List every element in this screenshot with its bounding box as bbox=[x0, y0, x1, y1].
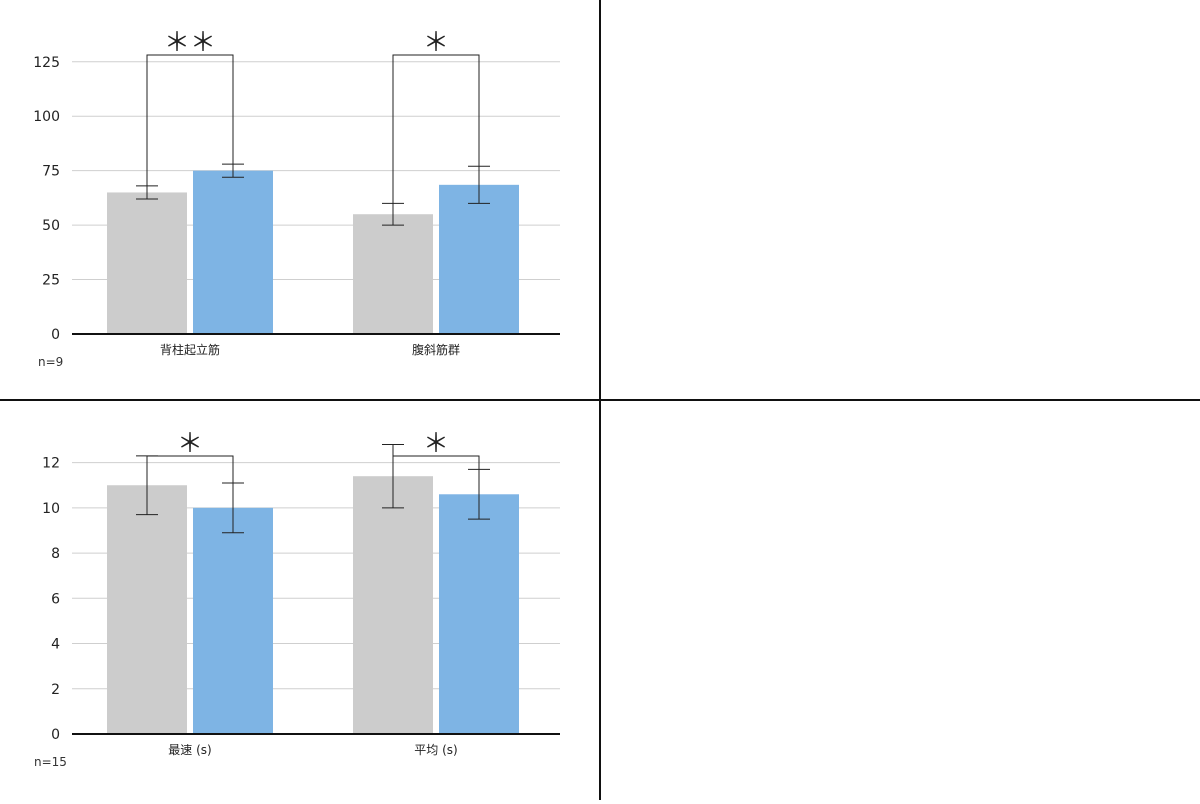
significance-bracket bbox=[392, 444, 480, 470]
muscle-activity-chart-panel: 0 25 50 75 100 125 ＊＊ 背柱起立筋 ＊ 腹斜筋群 n=9 bbox=[0, 0, 600, 400]
y-tick-label: 2 bbox=[51, 682, 60, 698]
y-tick-label: 125 bbox=[33, 55, 60, 71]
significance-bracket bbox=[146, 54, 234, 186]
bar bbox=[439, 494, 519, 734]
bar bbox=[107, 192, 187, 334]
significance-mark: ＊＊ bbox=[164, 28, 216, 58]
bar bbox=[193, 507, 273, 734]
y-tick-label: 8 bbox=[51, 546, 60, 562]
significance-mark: ＊ bbox=[423, 28, 449, 58]
muscle-activity-chart: 0 25 50 75 100 125 ＊＊ 背柱起立筋 ＊ 腹斜筋群 bbox=[33, 28, 560, 357]
category-label: 腹斜筋群 bbox=[412, 342, 460, 357]
category-label: 背柱起立筋 bbox=[160, 342, 220, 357]
significance-bracket bbox=[392, 54, 480, 204]
y-tick-label: 25 bbox=[42, 273, 60, 289]
bar bbox=[107, 485, 187, 734]
running-time-chart-panel: 0 2 4 6 8 10 12 ＊ 最速 (s) ＊ 平均 (s) n=15 bbox=[0, 400, 600, 800]
horizontal-divider bbox=[0, 399, 1200, 401]
bar bbox=[193, 170, 273, 334]
y-tick-label: 10 bbox=[42, 501, 60, 517]
y-tick-label: 0 bbox=[51, 327, 60, 343]
category-label: 最速 (s) bbox=[168, 743, 211, 757]
y-tick-label: 75 bbox=[42, 164, 60, 180]
y-tick-label: 50 bbox=[42, 218, 60, 234]
y-tick-label: 12 bbox=[42, 456, 60, 472]
bar bbox=[353, 476, 433, 734]
bar bbox=[439, 184, 519, 334]
sample-size-note: n=15 bbox=[34, 755, 67, 769]
gait-balance-panel bbox=[600, 400, 1200, 800]
significance-bracket bbox=[146, 455, 234, 483]
y-tick-label: 0 bbox=[51, 727, 60, 743]
foot-pressure-heatmap-panel bbox=[600, 0, 1200, 400]
category-label: 平均 (s) bbox=[414, 743, 457, 757]
significance-mark: ＊ bbox=[177, 429, 203, 459]
y-tick-label: 4 bbox=[51, 637, 60, 653]
y-tick-label: 6 bbox=[51, 591, 60, 607]
running-time-chart: 0 2 4 6 8 10 12 ＊ 最速 (s) ＊ 平均 (s) bbox=[42, 429, 560, 757]
bar bbox=[353, 214, 433, 334]
gait-balance-diagrams bbox=[600, 400, 1200, 800]
y-tick-label: 100 bbox=[33, 109, 60, 125]
sample-size-note: n=9 bbox=[38, 355, 64, 369]
foot-pressure-heatmaps bbox=[600, 0, 1200, 400]
significance-mark: ＊ bbox=[423, 429, 449, 459]
